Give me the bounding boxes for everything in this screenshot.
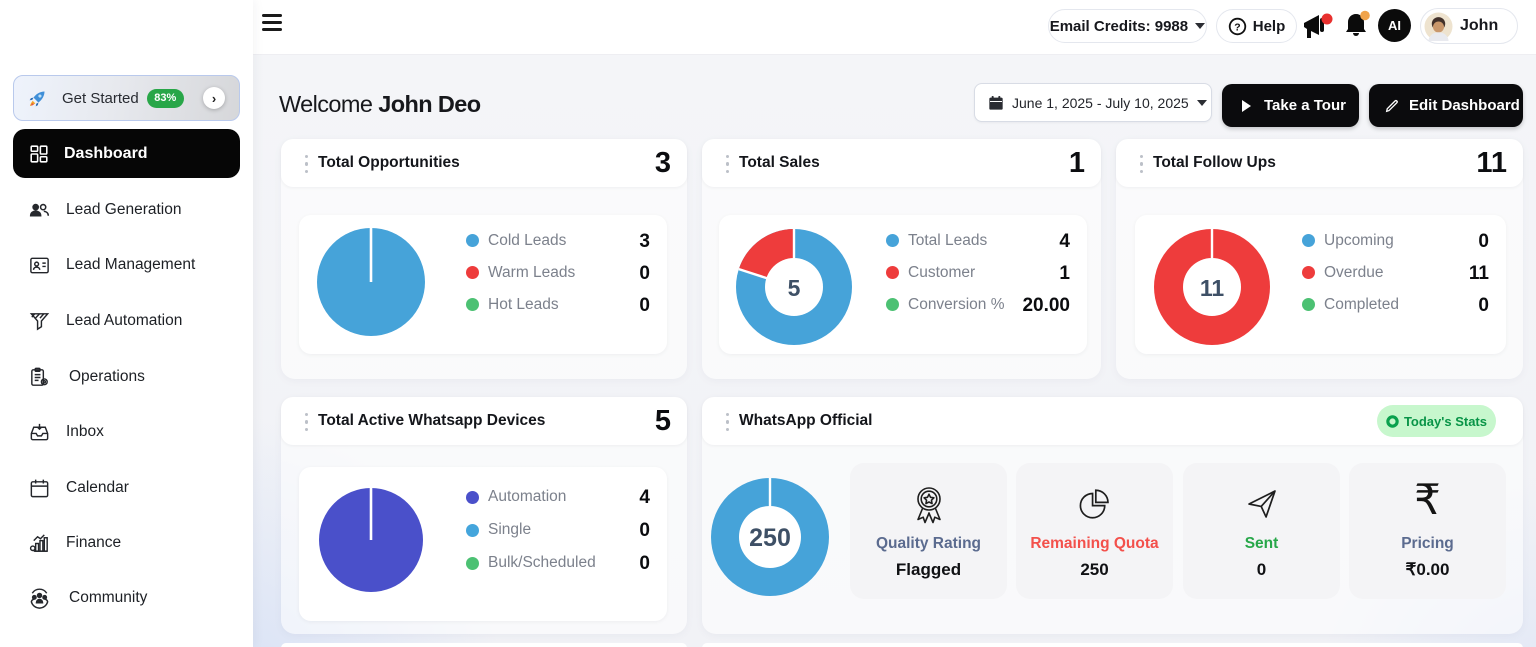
svg-text:?: ? xyxy=(1234,22,1240,33)
svg-text:11: 11 xyxy=(1200,275,1225,301)
svg-text:5: 5 xyxy=(788,275,801,301)
svg-text:250: 250 xyxy=(749,524,791,552)
